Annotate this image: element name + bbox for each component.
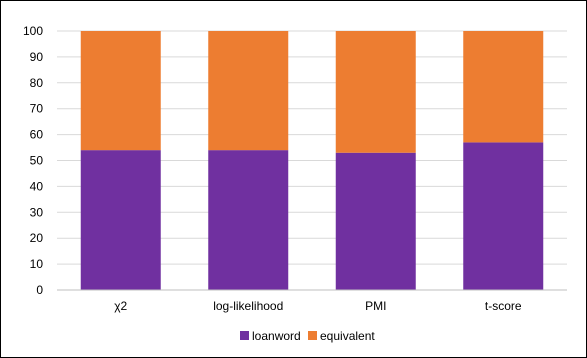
y-tick-label: 100 (23, 24, 43, 38)
legend-label: loanword (252, 329, 301, 343)
bars (80, 31, 544, 290)
y-tick-labels: 0 10 20 30 40 50 60 70 80 90 100 (23, 24, 43, 297)
y-tick-label: 10 (30, 257, 44, 271)
y-tick-label: 20 (30, 231, 44, 245)
bar-equivalent (463, 31, 544, 143)
bar-loanword (463, 142, 544, 290)
y-tick-label: 0 (36, 283, 43, 297)
legend-swatch-equivalent (308, 331, 317, 340)
x-tick-label: χ2 (114, 299, 127, 313)
y-tick-label: 60 (30, 128, 44, 142)
bar-loanword (208, 150, 289, 290)
y-tick-label: 40 (30, 179, 44, 193)
x-tick-labels: χ2 log-likelihood PMI t-score (114, 299, 522, 313)
y-tick-label: 70 (30, 102, 44, 116)
x-tick-label: PMI (365, 299, 386, 313)
bar-loanword (80, 150, 161, 290)
x-tick-label: log-likelihood (213, 299, 283, 313)
y-tick-label: 30 (30, 205, 44, 219)
y-tick-label: 50 (30, 154, 44, 168)
bar-equivalent (208, 31, 289, 151)
bar-loanword (335, 152, 416, 290)
y-tick-label: 80 (30, 76, 44, 90)
legend: loanword equivalent (240, 329, 375, 343)
legend-swatch-loanword (240, 331, 249, 340)
bar-equivalent (335, 31, 416, 153)
y-tick-label: 90 (30, 50, 44, 64)
legend-label: equivalent (320, 329, 375, 343)
x-tick-label: t-score (485, 299, 522, 313)
bar-equivalent (80, 31, 161, 151)
